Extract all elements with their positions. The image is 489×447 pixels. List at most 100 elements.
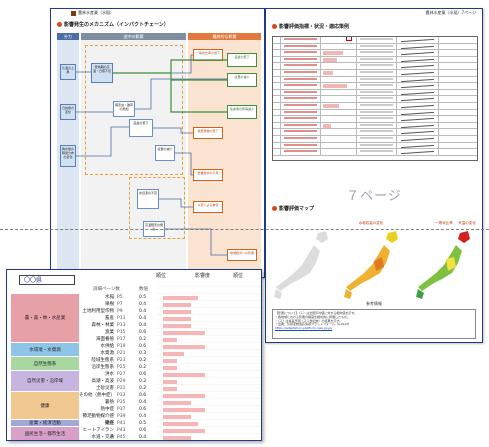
table-row: 漁業 P15 0.6	[7, 329, 261, 336]
column-external-force: 外力	[57, 33, 79, 40]
row-value: 0.4	[139, 435, 147, 440]
bar-track	[157, 315, 257, 322]
impact-bar	[163, 379, 177, 384]
row-page[interactable]: P43	[117, 428, 126, 433]
row-item: 森林・林業	[91, 323, 115, 328]
row-page[interactable]: P25	[117, 365, 126, 370]
indicator-cell	[357, 69, 397, 76]
row-page[interactable]: P29	[117, 379, 126, 384]
indicator-cell	[397, 37, 439, 43]
table-row: 土砂災害 P31 0.2	[7, 385, 261, 392]
row-page[interactable]: P35	[117, 400, 126, 405]
indicator-cell	[357, 116, 397, 122]
intermediate-node: 水資源の不足	[137, 189, 159, 209]
sector-label: 産業・経済活動	[11, 420, 79, 427]
row-page[interactable]: P19	[117, 344, 126, 349]
row-page[interactable]: P23	[117, 358, 126, 363]
row-page[interactable]: P17	[117, 337, 126, 342]
row-value: 0.2	[139, 365, 147, 370]
indicator-cell	[281, 69, 321, 76]
row-page[interactable]: P31	[117, 386, 126, 391]
impact-node: 農業用水の不足	[193, 169, 223, 181]
indicator-cell	[439, 63, 477, 69]
bar-track	[157, 322, 257, 329]
row-value: 0.6	[139, 393, 147, 398]
indicator-cell	[439, 44, 477, 50]
note-line: 【影響について】（１）は全国平均値に対する相対値を示す。	[275, 311, 358, 315]
japan-map-panel: 気温の変化	[452, 221, 482, 303]
row-page[interactable]: P9	[117, 309, 123, 314]
table-row: 水道・交通 P45 0.4	[7, 434, 261, 440]
indicator-cell	[357, 135, 397, 142]
indicator-row	[273, 129, 477, 136]
bar-track	[157, 350, 257, 357]
row-value: 0.5	[139, 421, 147, 426]
indicator-cell	[439, 70, 477, 76]
indicator-cell	[439, 83, 477, 89]
row-page[interactable]: P21	[117, 351, 126, 356]
row-page[interactable]: P27	[117, 372, 126, 377]
row-item: 陸域生態系	[91, 358, 115, 363]
indicator-cell	[281, 76, 321, 83]
indicator-cell	[321, 83, 357, 89]
row-page[interactable]: P33	[117, 393, 126, 398]
indicator-row	[273, 116, 477, 123]
indicator-cell	[321, 76, 357, 83]
indicator-cell	[357, 89, 397, 96]
row-page[interactable]: P7	[117, 302, 123, 307]
intermediate-node: 品質の低下	[129, 119, 153, 137]
row-value: 0.2	[139, 337, 147, 342]
indicator-cell	[321, 37, 357, 43]
indicator-cell	[273, 102, 281, 109]
indicator-row	[273, 76, 477, 84]
note-line: ・出典：気候変動適応情報プラットフォーム（A-PLAT）	[275, 322, 352, 327]
indicator-cell	[281, 142, 321, 149]
indicator-row	[273, 37, 477, 44]
indicator-cell	[281, 37, 321, 43]
indicator-cell	[273, 142, 281, 149]
rank-header: 順位	[156, 273, 167, 279]
bar-track	[157, 329, 257, 336]
reference-link[interactable]: https://adaptation-platform.nies.go.jp/	[275, 326, 333, 331]
indicator-cell	[321, 56, 357, 63]
indicator-cell	[281, 116, 321, 122]
indicator-cell	[397, 109, 439, 116]
map-label: 気温の変化	[458, 221, 476, 225]
table-row: 陸域生態系 P23 0.2	[7, 357, 261, 364]
row-page[interactable]: P13	[117, 323, 126, 328]
indicator-cell	[357, 83, 397, 89]
impact-bar	[163, 428, 205, 433]
impact-node: 品質の低下	[227, 53, 257, 67]
row-value: 0.6	[139, 344, 147, 349]
row-item: 水供給	[100, 344, 115, 349]
indicator-cell	[439, 149, 477, 155]
bar-track	[157, 364, 257, 371]
indicator-cell	[273, 96, 281, 102]
row-item: 熱中症	[100, 407, 115, 412]
indicator-cell	[281, 50, 321, 56]
row-page[interactable]: P37	[117, 407, 126, 412]
row-page[interactable]: P11	[117, 316, 126, 321]
row-value: 0.5	[139, 295, 147, 300]
bar-track	[157, 301, 257, 308]
indicator-cell	[273, 116, 281, 122]
row-page[interactable]: P15	[117, 330, 126, 335]
row-page[interactable]: P39	[117, 414, 126, 419]
row-page[interactable]: P5	[117, 295, 123, 300]
impact-node: 災害による被害	[193, 201, 223, 213]
intermediate-node: 収量の減少	[155, 145, 175, 161]
indicator-cell	[397, 63, 439, 69]
indicator-cell	[281, 96, 321, 102]
row-value: 0.6	[139, 330, 147, 335]
indicator-cell	[321, 142, 357, 149]
row-page[interactable]: P41	[117, 421, 126, 426]
indicator-page: 農林水産業（水稲）7ページ 影響評価指標・状況・適応策例 ７ページ 影響評価マッ…	[265, 8, 483, 343]
indicator-cell	[273, 89, 281, 96]
indicator-cell	[357, 50, 397, 56]
row-value: 0.2	[139, 379, 147, 384]
row-page[interactable]: P45	[117, 435, 126, 440]
row-value: 0.6	[139, 372, 147, 377]
indicator-cell	[439, 129, 477, 135]
intermediate-node: 病害虫・雑草の増加	[113, 101, 135, 117]
